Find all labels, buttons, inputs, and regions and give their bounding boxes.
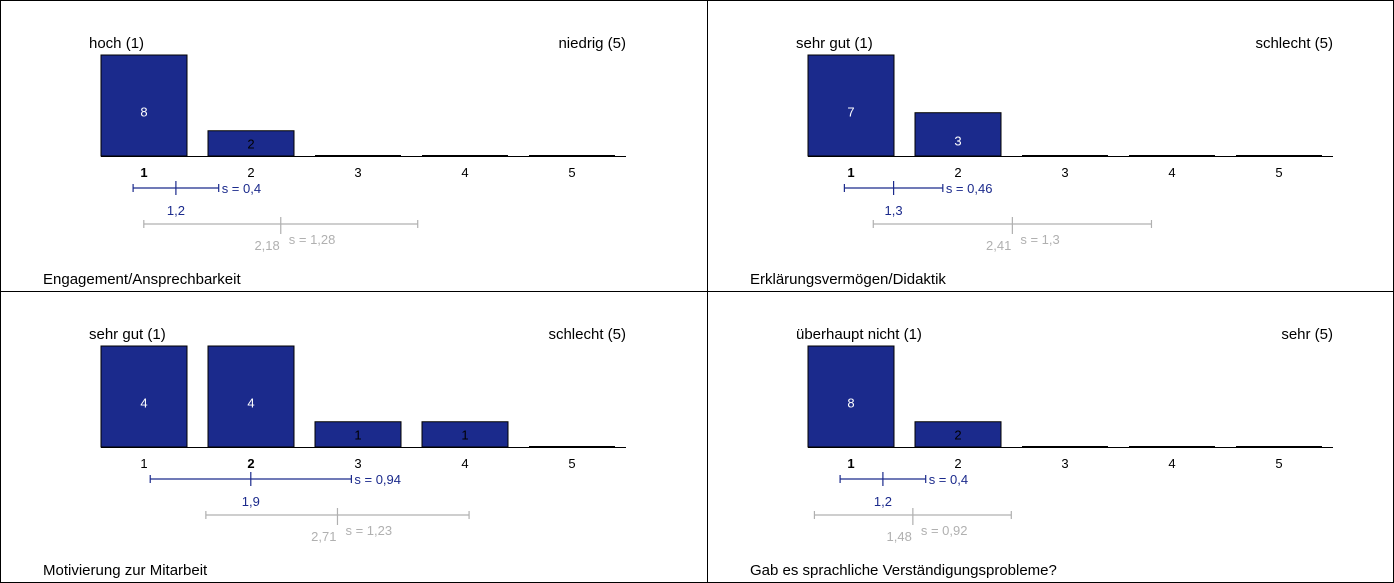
chart-svg: 8 1 2 2 3 4 5 überhaupt nicht (1) sehr (5) 1,2 s =… (750, 326, 1333, 579)
chart-svg: 4 1 4 2 1 3 1 4 5 sehr gut (1) schlecht (5) 1,9 s = … (43, 326, 626, 579)
ref-sd-value-label: s = 1,28 (289, 232, 336, 247)
category-tick-label: 3 (354, 165, 361, 180)
bar (914, 112, 1002, 157)
chart-panel-verstaendigung: 8 1 2 2 3 4 5 überhaupt nicht (1) sehr (5) 1,2 s =… (707, 291, 1394, 583)
category-tick-label: 1 (847, 456, 854, 471)
category-tick-label: 4 (1168, 165, 1175, 180)
bar-value-label: 1 (461, 427, 468, 442)
bar-value-label: 1 (354, 427, 361, 442)
bar (100, 54, 188, 157)
sd-value-label: s = 0,4 (929, 472, 968, 487)
scale-right-label: schlecht (5) (548, 326, 626, 343)
category-tick-label: 5 (568, 456, 575, 471)
scale-right-label: niedrig (5) (558, 35, 626, 52)
ref-sd-value-label: s = 1,3 (1020, 232, 1059, 247)
bar-value-label: 3 (954, 133, 961, 148)
chart-panel-motivierung: 4 1 4 2 1 3 1 4 5 sehr gut (1) schlecht (5) 1,9 s = … (0, 291, 708, 583)
chart-svg: 7 1 3 2 3 4 5 sehr gut (1) schlecht (5) 1,3 s = 0,… (750, 35, 1333, 288)
category-tick-label: 2 (247, 165, 254, 180)
bar (807, 54, 895, 157)
bar-value-label: 4 (140, 396, 147, 411)
category-tick-label: 1 (140, 165, 147, 180)
scale-right-label: schlecht (5) (1255, 35, 1333, 52)
bar (207, 130, 295, 157)
ref-mean-value-label: 1,48 (887, 529, 912, 544)
mean-value-label: 1,2 (167, 203, 185, 218)
scale-left-label: hoch (1) (89, 35, 144, 52)
bar-value-label: 8 (847, 396, 854, 411)
category-tick-label: 3 (1061, 456, 1068, 471)
bar (421, 421, 509, 448)
bar-value-label: 2 (954, 427, 961, 442)
category-tick-label: 4 (461, 165, 468, 180)
ref-mean-value-label: 2,71 (311, 529, 336, 544)
category-tick-label: 3 (354, 456, 361, 471)
bar (807, 345, 895, 448)
category-tick-label: 5 (1275, 456, 1282, 471)
panel-title: Gab es sprachliche Verständigungsproblem… (750, 562, 1057, 579)
bar-value-label: 2 (247, 136, 254, 151)
sd-value-label: s = 0,4 (222, 181, 261, 196)
category-tick-label: 4 (461, 456, 468, 471)
mean-value-label: 1,9 (242, 494, 260, 509)
category-tick-label: 1 (847, 165, 854, 180)
scale-right-label: sehr (5) (1281, 326, 1333, 343)
chart-panel-engagement: 8 1 2 2 3 4 5 hoch (1) niedrig (5) 1,2 s = 0,4 2,18… (0, 0, 708, 292)
category-tick-label: 5 (568, 165, 575, 180)
panel-title: Motivierung zur Mitarbeit (43, 562, 208, 579)
category-tick-label: 2 (954, 456, 961, 471)
sd-value-label: s = 0,46 (946, 181, 993, 196)
bar-value-label: 4 (247, 396, 254, 411)
ref-sd-value-label: s = 0,92 (921, 523, 968, 538)
scale-left-label: überhaupt nicht (1) (796, 326, 922, 343)
bar (914, 421, 1002, 448)
panel-title: Engagement/Ansprechbarkeit (43, 271, 241, 288)
ref-mean-value-label: 2,18 (254, 238, 279, 253)
scale-left-label: sehr gut (1) (89, 326, 166, 343)
category-tick-label: 4 (1168, 456, 1175, 471)
bar (314, 421, 402, 448)
category-tick-label: 2 (954, 165, 961, 180)
bar-value-label: 8 (140, 105, 147, 120)
category-tick-label: 3 (1061, 165, 1068, 180)
panel-title: Erklärungsvermögen/Didaktik (750, 271, 946, 288)
sd-value-label: s = 0,94 (354, 472, 401, 487)
bar-value-label: 7 (847, 105, 854, 120)
category-tick-label: 2 (247, 456, 254, 471)
ref-mean-value-label: 2,41 (986, 238, 1011, 253)
bar (100, 345, 188, 448)
category-tick-label: 5 (1275, 165, 1282, 180)
bar (207, 345, 295, 448)
category-tick-label: 1 (140, 456, 147, 471)
chart-svg: 8 1 2 2 3 4 5 hoch (1) niedrig (5) 1,2 s = 0,4 2,18… (43, 35, 626, 288)
mean-value-label: 1,3 (885, 203, 903, 218)
mean-value-label: 1,2 (874, 494, 892, 509)
chart-panel-didaktik: 7 1 3 2 3 4 5 sehr gut (1) schlecht (5) 1,3 s = 0,… (707, 0, 1394, 292)
ref-sd-value-label: s = 1,23 (345, 523, 392, 538)
scale-left-label: sehr gut (1) (796, 35, 873, 52)
